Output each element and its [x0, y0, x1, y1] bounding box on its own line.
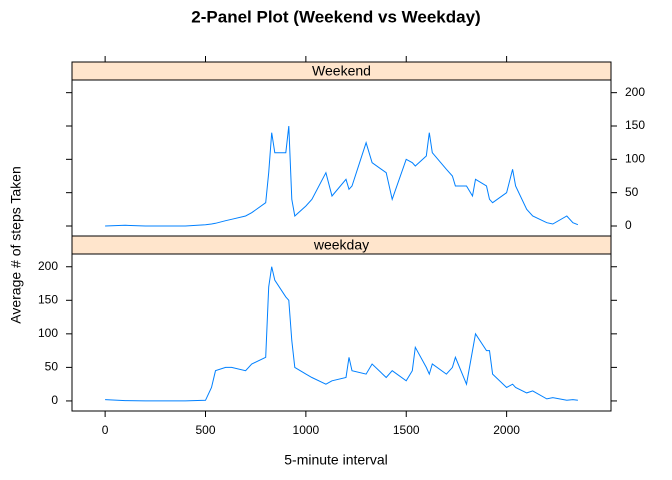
data-line: [105, 266, 578, 402]
x-tick-label: 1500: [393, 423, 420, 437]
y-tick-label: 0: [625, 218, 632, 232]
y-axis-label: Average # of steps Taken: [8, 166, 24, 323]
y-tick-label: 50: [45, 360, 59, 374]
strip-label: Weekend: [312, 63, 371, 79]
y-tick-label: 50: [625, 185, 639, 199]
y-tick-label: 150: [38, 292, 58, 306]
y-tick-label: 100: [625, 152, 645, 166]
x-axis-label: 5-minute interval: [284, 452, 388, 468]
x-tick-label: 1000: [293, 423, 320, 437]
y-tick-label: 0: [51, 393, 58, 407]
y-tick-label: 200: [625, 85, 645, 99]
x-tick-label: 2000: [493, 423, 520, 437]
y-tick-label: 100: [38, 326, 58, 340]
strip-label: weekday: [313, 237, 369, 253]
data-line: [105, 125, 579, 227]
panel-frame: [71, 253, 612, 412]
y-tick-label: 200: [38, 259, 58, 273]
x-tick-label: 500: [195, 423, 215, 437]
x-tick-label: 0: [102, 423, 109, 437]
y-tick-label: 150: [625, 118, 645, 132]
chart-title: 2-Panel Plot (Weekend vs Weekday): [191, 7, 480, 26]
